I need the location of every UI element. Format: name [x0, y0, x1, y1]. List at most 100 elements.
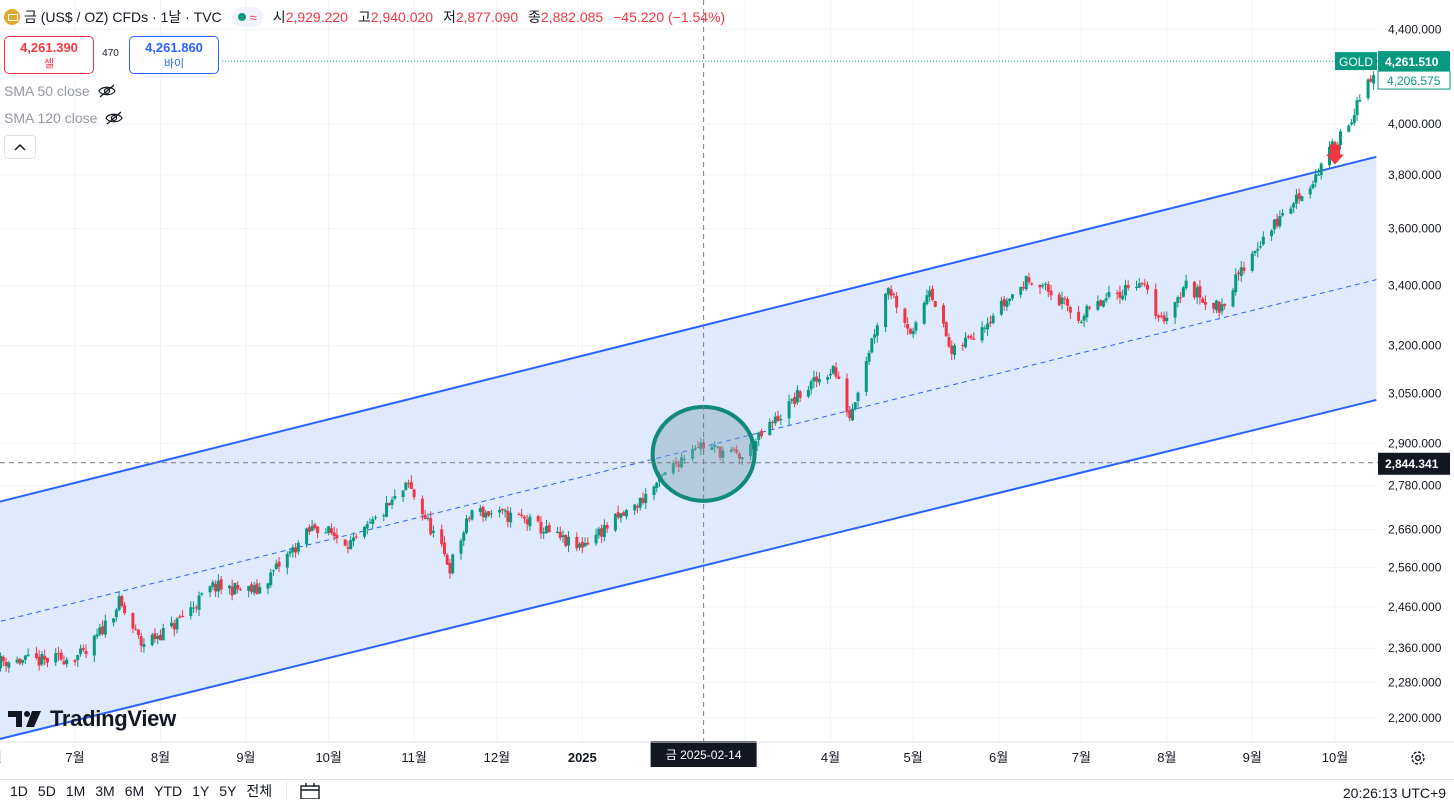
range-1d[interactable]: 1D: [10, 783, 28, 799]
candle-body: [903, 308, 907, 323]
candle-body: [462, 532, 466, 541]
indicator-sma120[interactable]: SMA 120 close: [4, 110, 124, 126]
candle-body: [1079, 321, 1083, 323]
candle-body: [374, 517, 378, 519]
candle-body: [1339, 131, 1343, 146]
candle-body: [79, 648, 83, 655]
candle-body: [969, 336, 973, 339]
candle-body: [178, 616, 182, 618]
range-1m[interactable]: 1M: [65, 783, 86, 799]
channel-upper-line[interactable]: [0, 155, 1377, 504]
candle-body: [76, 655, 80, 661]
range-3m[interactable]: 3M: [95, 783, 115, 799]
candle-body: [431, 530, 435, 533]
candle-body: [62, 661, 66, 665]
candle-body: [1154, 289, 1158, 316]
candle-body: [1010, 294, 1014, 299]
candle-body: [1021, 286, 1025, 289]
range-5d[interactable]: 5D: [37, 783, 56, 799]
candle-body: [131, 613, 135, 629]
candle-body: [732, 448, 736, 450]
price-tick-label: 4,400.000: [1388, 22, 1442, 36]
range-1y[interactable]: 1Y: [192, 783, 210, 799]
channel-lower-line[interactable]: [0, 398, 1377, 741]
price-tick-label: 2,560.000: [1388, 560, 1442, 574]
candle-body: [18, 658, 22, 664]
candle-body: [710, 446, 714, 450]
candle-body: [613, 514, 617, 531]
range-5y[interactable]: 5Y: [219, 783, 237, 799]
candle-body: [156, 636, 160, 640]
candle-body: [470, 510, 474, 520]
candle-body: [817, 378, 821, 383]
candle-body: [867, 352, 871, 362]
eye-hidden-icon[interactable]: [97, 84, 116, 98]
settings-gear-icon[interactable]: [1409, 749, 1427, 767]
collapse-legend-button[interactable]: [4, 135, 36, 159]
candle-body: [4, 661, 8, 666]
candle-body: [324, 532, 328, 534]
market-status[interactable]: ≈: [231, 7, 263, 27]
candle-body: [1104, 298, 1108, 301]
parallel-channel[interactable]: [0, 155, 1377, 741]
candle-body: [252, 585, 256, 593]
candle-body: [346, 547, 350, 549]
candle-body: [522, 516, 526, 519]
gold-coin-icon: [4, 9, 20, 25]
candle-body: [991, 315, 995, 323]
candle-body: [834, 367, 838, 377]
candle-body: [520, 514, 524, 516]
candle-body: [194, 607, 198, 609]
candle-body: [986, 323, 990, 330]
candle-body: [310, 525, 314, 531]
candle-body: [26, 654, 30, 657]
candle-body: [638, 498, 642, 508]
candle-body: [908, 328, 912, 334]
candle-body: [114, 610, 118, 618]
candle-body: [385, 502, 389, 517]
time-tick-label: 7월: [65, 750, 84, 765]
candle-body: [655, 482, 659, 489]
candle-body: [906, 324, 910, 329]
channel-middle-line[interactable]: [0, 279, 1377, 624]
calendar-range-icon[interactable]: [299, 783, 321, 799]
buy-button[interactable]: 4,261.860 바이: [129, 36, 219, 74]
candle-body: [1002, 298, 1006, 306]
range-6m[interactable]: 6M: [124, 783, 145, 799]
candle-body: [999, 300, 1003, 315]
candle-body: [272, 570, 276, 572]
candle-body: [362, 526, 366, 537]
range-all[interactable]: 전체: [246, 783, 273, 799]
candle-body: [988, 322, 992, 324]
candle-body: [528, 516, 532, 527]
candle-body: [1237, 272, 1241, 274]
candle-body: [641, 498, 645, 503]
candle-body: [266, 583, 270, 589]
symbol-title[interactable]: 금 (US$ / OZ) CFDs · 1날 · TVC: [24, 9, 222, 25]
indicator-sma50[interactable]: SMA 50 close: [4, 83, 116, 99]
candle-body: [757, 432, 761, 440]
sell-button[interactable]: 4,261.390 셀: [4, 36, 94, 74]
price-tick-label: 2,660.000: [1388, 522, 1442, 536]
candle-body: [718, 446, 722, 458]
candle-body: [459, 540, 463, 554]
candle-body: [230, 586, 234, 596]
candle-body: [1143, 283, 1147, 285]
candle-body: [1088, 307, 1092, 309]
candle-body: [933, 300, 937, 307]
range-ytd[interactable]: YTD: [154, 783, 183, 799]
candle-body: [740, 457, 744, 460]
candle-body: [1314, 174, 1318, 183]
eye-hidden-icon[interactable]: [105, 111, 124, 125]
annotations[interactable]: [0, 0, 1378, 742]
candle-body: [1319, 163, 1323, 176]
clock[interactable]: 20:26:13 UTC+9: [1342, 785, 1446, 801]
candle-body: [1162, 315, 1166, 322]
candle-body: [139, 636, 143, 646]
candle-body: [1192, 281, 1196, 298]
candle-body: [845, 378, 849, 413]
down-arrow-marker[interactable]: [1326, 144, 1344, 165]
candle-body: [214, 583, 218, 592]
candle-body: [914, 322, 918, 331]
